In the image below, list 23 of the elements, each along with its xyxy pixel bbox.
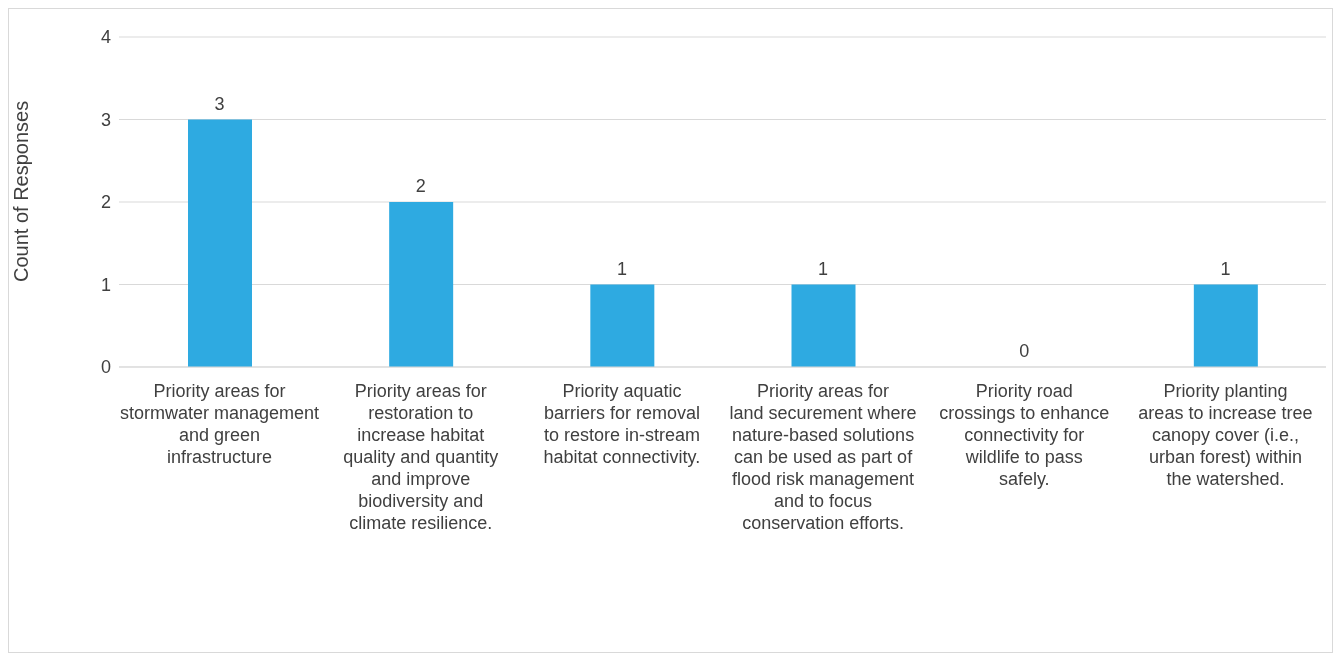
x-tick-label: Priority planting areas to increase tree canopy cover (i.e., urban forest) within the watershed. [1138, 381, 1313, 489]
x-tick-label: Priority areas for restoration to increase habitat quality and quantity and improve biodiversity and climate resilience. [343, 381, 499, 533]
bar [389, 202, 454, 367]
data-label: 2 [415, 176, 426, 196]
data-label: 0 [1019, 341, 1030, 361]
y-tick-label: 2 [100, 192, 111, 213]
y-tick-label: 0 [100, 357, 111, 378]
y-axis-title: Count of Responses [10, 100, 33, 282]
x-tick-label: Priority areas for land securement where nature-based solutions can be used as part of flood risk management and to focus conservation efforts. [729, 381, 917, 533]
y-tick-label: 4 [100, 27, 111, 48]
bar [791, 284, 856, 367]
x-tick-label: Priority road crossings to enhance connectivity for wildlife to pass safely. [939, 381, 1110, 489]
data-label: 1 [1220, 258, 1231, 279]
data-label: 1 [818, 258, 829, 279]
data-label: 3 [214, 93, 225, 114]
x-tick-label: Priority aquatic barriers for removal to restore in-stream habitat connectivity. [543, 381, 701, 467]
bar [1193, 284, 1258, 367]
data-label: 1 [616, 258, 627, 279]
bar [188, 119, 252, 367]
y-tick-label: 1 [100, 274, 111, 295]
x-tick-label: Priority areas for stormwater management and green infrastructure [120, 381, 320, 467]
y-tick-label: 3 [100, 109, 111, 130]
bar [590, 284, 655, 367]
